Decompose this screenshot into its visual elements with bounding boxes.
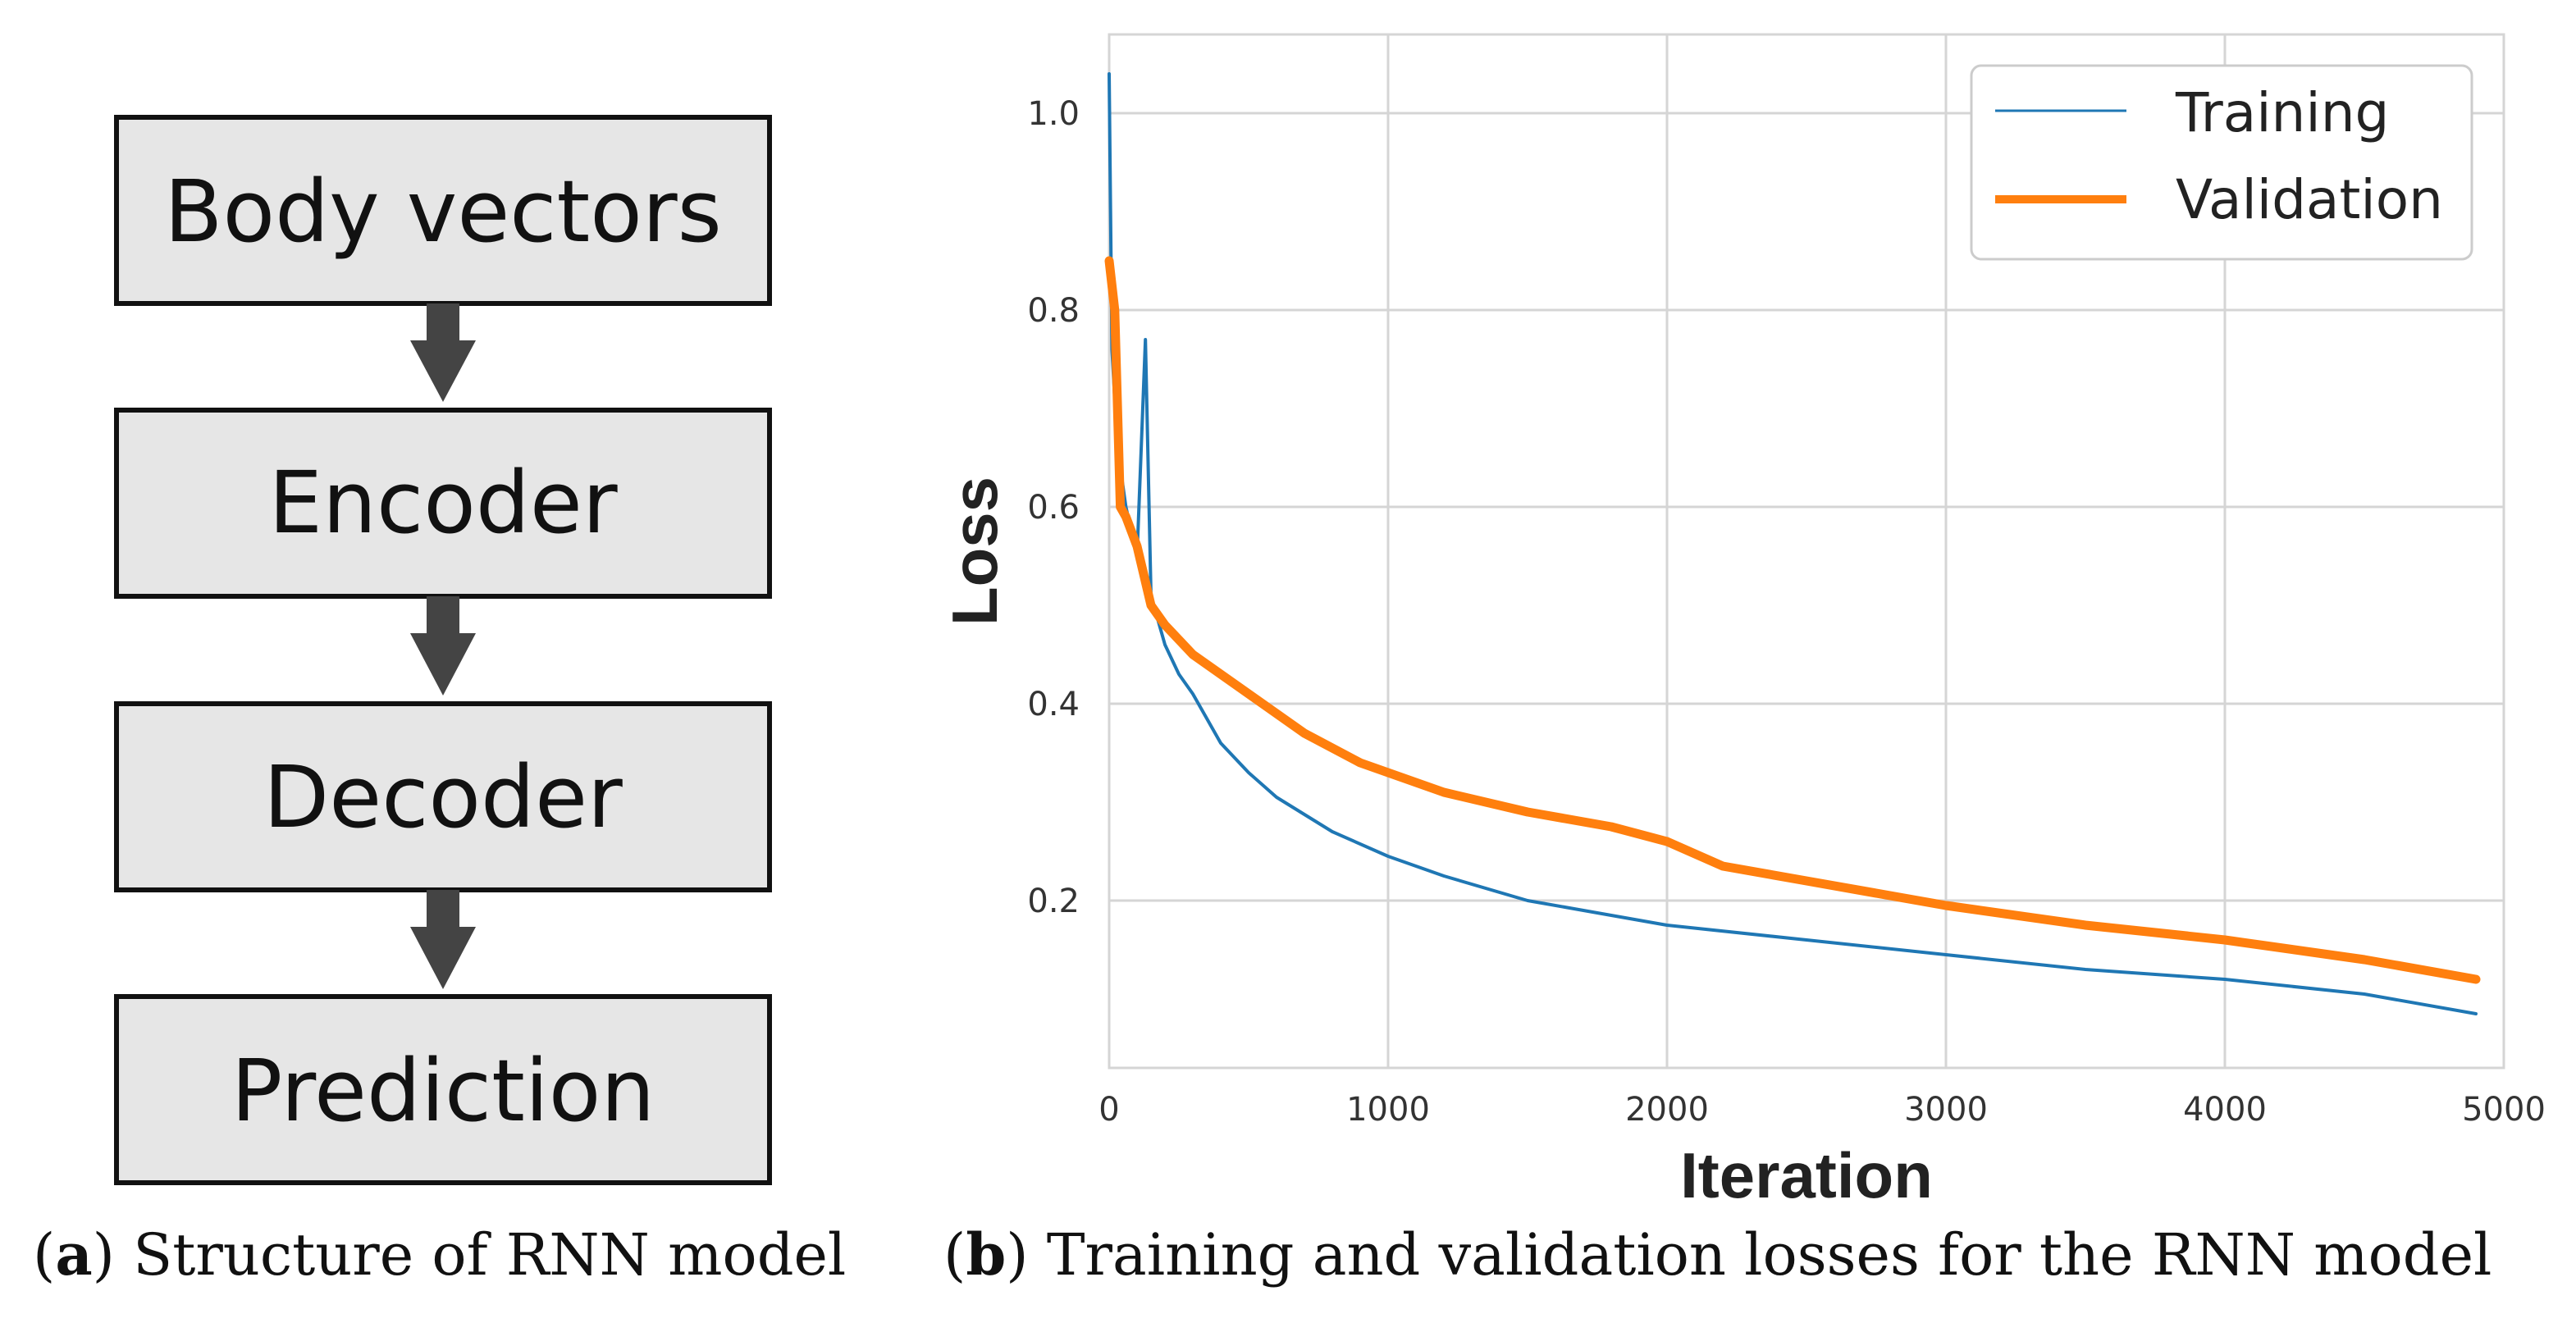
- flow-box-encoder: Encoder: [114, 408, 772, 599]
- legend-label-training: Training: [2175, 81, 2389, 144]
- flow-arrow-3: [410, 890, 476, 989]
- flow-box-decoder: Decoder: [114, 701, 772, 892]
- flow-label-decoder: Decoder: [263, 747, 623, 847]
- x-tick-label: 3000: [1904, 1091, 1988, 1129]
- legend-box: [1970, 64, 2473, 261]
- flow-label-body-vectors: Body vectors: [164, 162, 722, 262]
- x-tick-label: 2000: [1625, 1091, 1709, 1129]
- flow-box-prediction: Prediction: [114, 994, 772, 1185]
- y-tick-label: 1.0: [1027, 95, 1080, 133]
- tick-labels: 0 1000 2000 3000 4000 5000 0.2 0.4 0.6 0.8 1.0: [1027, 95, 2546, 1129]
- legend: Training Validation: [1970, 64, 2473, 261]
- y-axis-label: Loss: [939, 477, 1011, 626]
- y-tick-label: 0.4: [1027, 686, 1080, 723]
- x-tick-label: 5000: [2462, 1091, 2546, 1129]
- legend-label-validation: Validation: [2176, 168, 2443, 231]
- x-tick-label: 4000: [2183, 1091, 2267, 1129]
- loss-chart: 0 1000 2000 3000 4000 5000 0.2 0.4 0.6 0.8 1.0 Ite…: [939, 33, 2546, 1211]
- flow-arrow-2: [410, 596, 476, 696]
- flowchart-panel: Body vectors Encoder Decoder Prediction: [114, 115, 772, 1185]
- flow-arrow-1: [410, 303, 476, 402]
- x-axis-label: Iteration: [1680, 1139, 1933, 1211]
- flow-box-body-vectors: Body vectors: [114, 115, 772, 306]
- x-tick-label: 0: [1098, 1091, 1119, 1129]
- flow-label-prediction: Prediction: [231, 1041, 655, 1141]
- series-line-validation: [1104, 256, 2481, 984]
- caption-b-text: Training and validation losses for the R…: [1046, 1221, 2492, 1289]
- caption-a-letter: a: [55, 1220, 93, 1289]
- data-series: [1104, 72, 2481, 1015]
- x-tick-label: 1000: [1346, 1091, 1430, 1129]
- caption-b-letter: b: [966, 1220, 1007, 1289]
- caption-b: (b) Training and validation losses for t…: [943, 1220, 2492, 1289]
- y-tick-label: 0.2: [1027, 883, 1080, 920]
- y-tick-label: 0.8: [1027, 292, 1080, 330]
- caption-a: (a) Structure of RNN model: [33, 1220, 847, 1289]
- flow-label-encoder: Encoder: [268, 453, 617, 553]
- y-tick-label: 0.6: [1027, 489, 1080, 527]
- caption-a-text: Structure of RNN model: [133, 1221, 847, 1289]
